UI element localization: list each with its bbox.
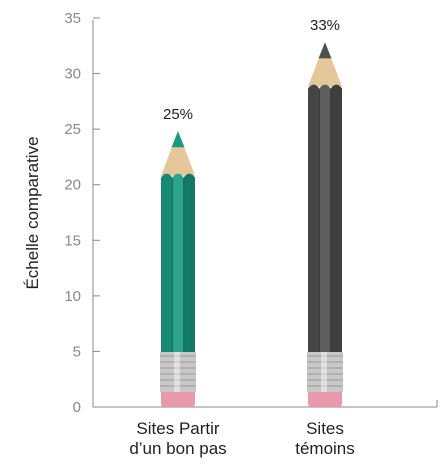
y-axis-title: Échelle comparative: [23, 136, 42, 289]
x-category-label: Sites Partir: [136, 419, 219, 438]
pencil-ferrule: [160, 352, 196, 392]
pencil-wood: [308, 42, 342, 87]
ferrule-highlight: [321, 352, 327, 392]
x-category-label: d’un bon pas: [129, 439, 226, 458]
pencil-wood: [161, 131, 195, 176]
pencil-ferrule: [307, 352, 343, 392]
y-tick-label: 20: [64, 177, 81, 194]
pencil-body-facet: [319, 84, 331, 352]
pencil-lead: [318, 42, 332, 59]
pencil-body-facet: [172, 173, 184, 352]
x-category-label: témoins: [295, 439, 355, 458]
pencil-body-facet: [308, 84, 320, 352]
pencil-body-facet: [161, 173, 173, 352]
pencil-bar: 25%: [160, 106, 196, 407]
data-label: 33%: [310, 17, 340, 34]
y-tick-label: 25: [64, 121, 81, 138]
y-tick-label: 15: [64, 232, 81, 249]
y-tick-label: 0: [73, 399, 81, 416]
pencil-bar: 33%: [307, 17, 343, 407]
x-category-label: Sites: [306, 419, 344, 438]
y-tick-label: 35: [64, 10, 81, 27]
y-tick-label: 10: [64, 288, 81, 305]
y-tick-label: 30: [64, 66, 81, 83]
pencil-lead: [171, 131, 185, 148]
pencil-body-facet: [330, 84, 342, 352]
pencil-body-facet: [183, 173, 195, 352]
ferrule-highlight: [174, 352, 180, 392]
pencil-eraser: [308, 392, 342, 407]
y-tick-label: 5: [73, 343, 81, 360]
pencil-eraser: [161, 392, 195, 407]
data-label: 25%: [163, 106, 193, 123]
